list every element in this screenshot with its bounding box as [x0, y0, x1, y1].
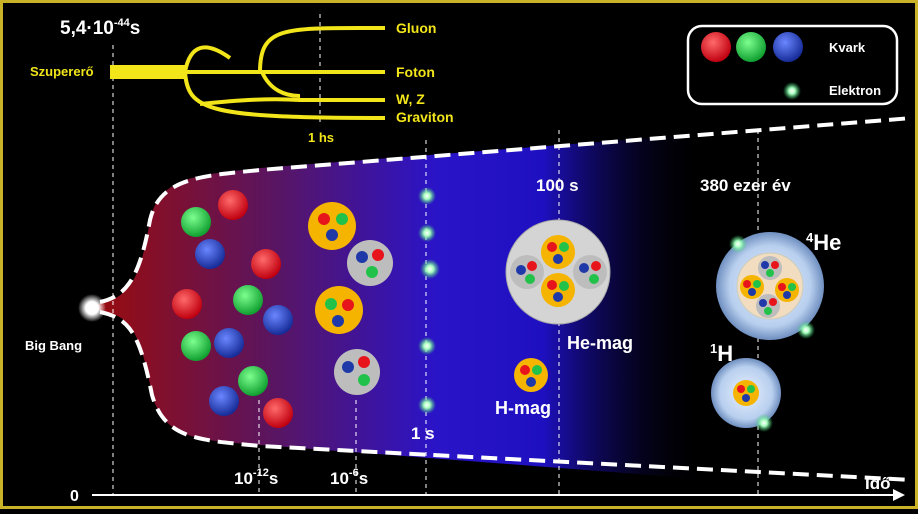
neutron — [334, 349, 380, 395]
quark-blue — [263, 305, 293, 335]
axis-zero-label: 0 — [70, 488, 79, 505]
he-nucleus-label: He-mag — [567, 333, 633, 353]
hydrogen-nucleus — [514, 358, 548, 392]
legend-electron-icon — [783, 82, 801, 100]
planck-time-label: 5,4·10-44s — [60, 17, 140, 39]
helium-nucleus — [505, 219, 611, 325]
electron — [797, 321, 815, 339]
proton — [308, 202, 356, 250]
legend: Kvark Elektron — [686, 24, 899, 106]
helium-atom — [716, 232, 824, 340]
time-label-1s: 1 s — [411, 424, 435, 443]
hadrons — [308, 202, 393, 395]
legend-quark-red — [701, 32, 731, 62]
superforce-label: Szupererő — [30, 64, 94, 79]
force-label-photon: Foton — [396, 64, 435, 80]
force-tree — [110, 25, 386, 120]
cone-upper-edge — [99, 116, 913, 304]
time-label-380k: 380 ezer év — [700, 176, 791, 195]
electron — [418, 187, 436, 205]
h-nucleus-label: H-mag — [495, 398, 551, 418]
cone-lower-edge — [99, 310, 913, 482]
quark-green — [238, 366, 268, 396]
legend-electron-label: Elektron — [829, 83, 881, 98]
quark-blue — [214, 328, 244, 358]
axis-time-label: Idő — [865, 474, 891, 493]
hs-label: 1 hs — [308, 130, 334, 145]
electron — [755, 414, 773, 432]
force-label-wz: W, Z — [396, 91, 425, 107]
legend-quark-green — [736, 32, 766, 62]
quark-green — [181, 207, 211, 237]
quark-blue — [209, 386, 239, 416]
electron — [420, 259, 440, 279]
quark-green — [233, 285, 263, 315]
force-label-gluon: Gluon — [396, 20, 436, 36]
electron — [729, 235, 747, 253]
quark-red — [218, 190, 248, 220]
neutron — [347, 240, 393, 286]
electron — [418, 337, 436, 355]
proton — [315, 286, 363, 334]
big-bang-point — [78, 294, 106, 322]
quark-blue — [195, 239, 225, 269]
time-label-t12: 10-12s — [234, 467, 278, 488]
quark-red — [172, 289, 202, 319]
force-label-graviton: Graviton — [396, 109, 454, 125]
legend-quark-label: Kvark — [829, 40, 866, 55]
legend-quark-blue — [773, 32, 803, 62]
time-label-100s: 100 s — [536, 176, 579, 195]
time-axis-arrow — [893, 489, 905, 501]
big-bang-label: Big Bang — [25, 338, 82, 353]
time-label-t6: 10-6s — [330, 467, 368, 488]
electron — [418, 224, 436, 242]
electrons — [418, 187, 440, 414]
quark-green — [181, 331, 211, 361]
quark-red — [263, 398, 293, 428]
h-atom-label: 1H — [710, 341, 733, 366]
universe-cone — [92, 118, 912, 495]
he-atom-label: 4He — [806, 230, 841, 255]
electron — [418, 396, 436, 414]
free-quarks — [172, 190, 293, 428]
hydrogen-atom — [711, 358, 781, 432]
quark-red — [251, 249, 281, 279]
